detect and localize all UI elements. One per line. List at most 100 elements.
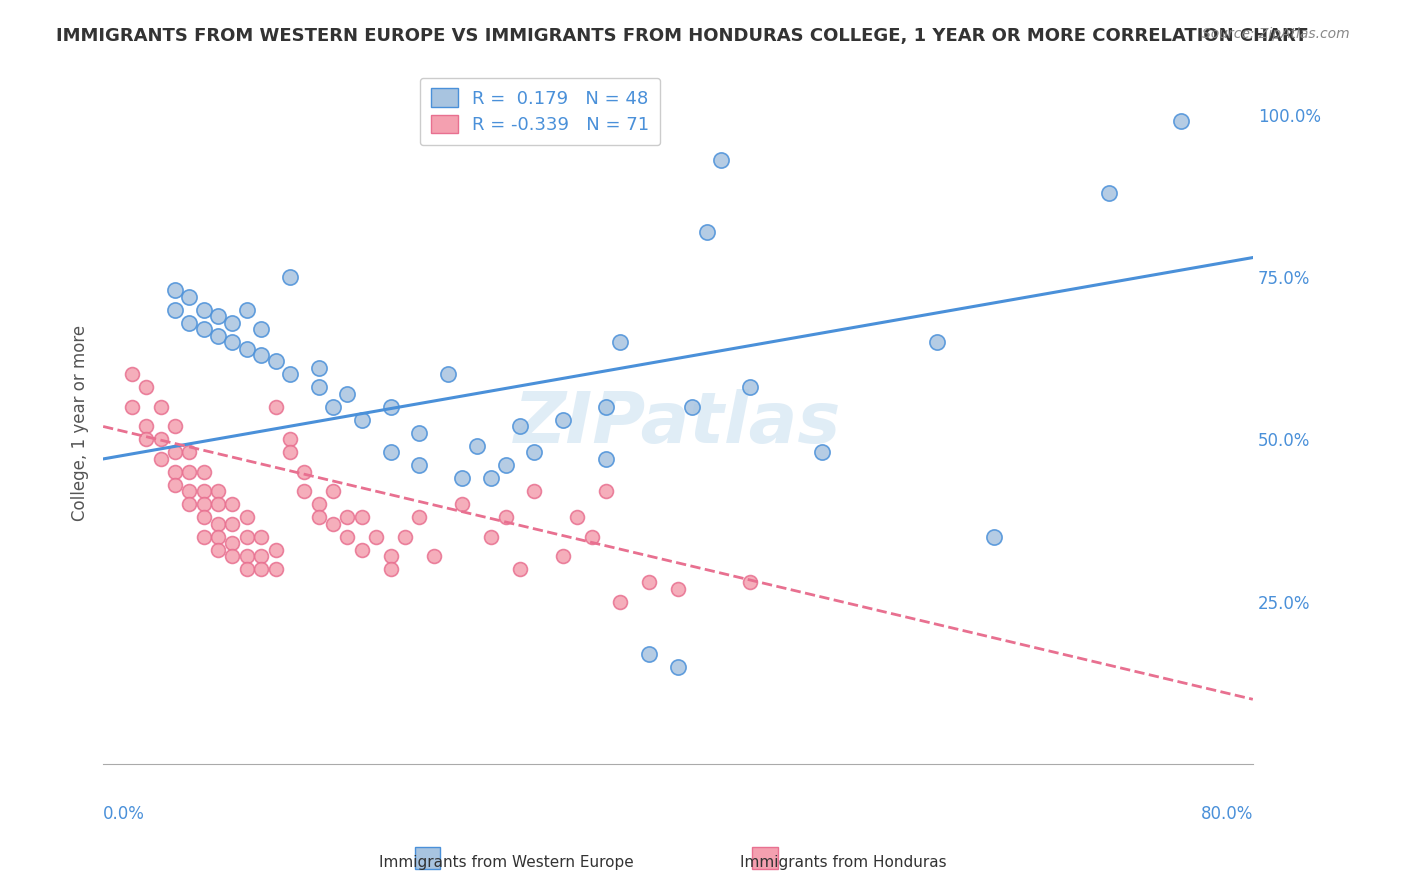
- Point: [380, 445, 402, 459]
- Point: [264, 400, 287, 414]
- Point: [236, 549, 259, 564]
- Point: [236, 562, 259, 576]
- Point: [278, 368, 301, 382]
- Text: Immigrants from Western Europe: Immigrants from Western Europe: [378, 855, 634, 870]
- Point: [380, 562, 402, 576]
- Point: [149, 400, 172, 414]
- Point: [278, 445, 301, 459]
- Point: [810, 445, 832, 459]
- Point: [408, 458, 430, 473]
- Point: [236, 510, 259, 524]
- Point: [163, 465, 186, 479]
- Point: [336, 387, 359, 401]
- Point: [193, 322, 215, 336]
- Point: [179, 484, 201, 499]
- Point: [551, 549, 574, 564]
- Text: Source: ZipAtlas.com: Source: ZipAtlas.com: [1202, 27, 1350, 41]
- Point: [681, 400, 703, 414]
- Point: [696, 225, 718, 239]
- Point: [193, 510, 215, 524]
- Point: [350, 510, 373, 524]
- Point: [278, 433, 301, 447]
- Text: IMMIGRANTS FROM WESTERN EUROPE VS IMMIGRANTS FROM HONDURAS COLLEGE, 1 YEAR OR MO: IMMIGRANTS FROM WESTERN EUROPE VS IMMIGR…: [56, 27, 1308, 45]
- Point: [149, 433, 172, 447]
- Point: [121, 400, 143, 414]
- Point: [250, 549, 273, 564]
- Point: [179, 465, 201, 479]
- Point: [163, 302, 186, 317]
- Point: [336, 510, 359, 524]
- Point: [264, 542, 287, 557]
- Point: [710, 153, 733, 167]
- Point: [738, 380, 761, 394]
- Point: [207, 530, 229, 544]
- Text: ZIPatlas: ZIPatlas: [515, 389, 842, 458]
- Point: [193, 484, 215, 499]
- Point: [322, 400, 344, 414]
- Point: [308, 497, 330, 511]
- Point: [179, 445, 201, 459]
- Point: [292, 465, 315, 479]
- Text: 0.0%: 0.0%: [103, 805, 145, 823]
- Point: [163, 478, 186, 492]
- Point: [250, 530, 273, 544]
- Point: [380, 400, 402, 414]
- Text: Immigrants from Honduras: Immigrants from Honduras: [741, 855, 946, 870]
- Point: [336, 530, 359, 544]
- Point: [638, 647, 661, 661]
- Point: [437, 368, 460, 382]
- Point: [236, 530, 259, 544]
- Point: [451, 497, 474, 511]
- Point: [135, 433, 157, 447]
- Point: [322, 516, 344, 531]
- Point: [221, 497, 243, 511]
- Point: [121, 368, 143, 382]
- Point: [567, 510, 589, 524]
- Point: [595, 400, 617, 414]
- Point: [638, 575, 661, 590]
- Point: [666, 660, 689, 674]
- Point: [666, 582, 689, 596]
- Point: [264, 354, 287, 368]
- Point: [179, 316, 201, 330]
- Point: [738, 575, 761, 590]
- Point: [236, 342, 259, 356]
- Point: [221, 334, 243, 349]
- Point: [193, 530, 215, 544]
- Point: [193, 465, 215, 479]
- Point: [408, 425, 430, 440]
- Point: [523, 445, 546, 459]
- Point: [207, 516, 229, 531]
- Point: [609, 595, 631, 609]
- Point: [179, 289, 201, 303]
- Point: [221, 516, 243, 531]
- Legend: R =  0.179   N = 48, R = -0.339   N = 71: R = 0.179 N = 48, R = -0.339 N = 71: [420, 78, 661, 145]
- Point: [207, 328, 229, 343]
- Point: [925, 334, 948, 349]
- Point: [595, 484, 617, 499]
- Point: [250, 562, 273, 576]
- Point: [135, 419, 157, 434]
- Point: [163, 445, 186, 459]
- Point: [135, 380, 157, 394]
- Point: [350, 413, 373, 427]
- Point: [250, 348, 273, 362]
- Point: [163, 419, 186, 434]
- Point: [581, 530, 603, 544]
- Y-axis label: College, 1 year or more: College, 1 year or more: [72, 326, 89, 521]
- Point: [221, 316, 243, 330]
- Point: [292, 484, 315, 499]
- Point: [1098, 186, 1121, 200]
- Point: [394, 530, 416, 544]
- Point: [250, 322, 273, 336]
- Point: [308, 510, 330, 524]
- Point: [422, 549, 444, 564]
- Point: [207, 497, 229, 511]
- Point: [983, 530, 1005, 544]
- Point: [451, 471, 474, 485]
- Point: [408, 510, 430, 524]
- Point: [1170, 114, 1192, 128]
- Point: [595, 452, 617, 467]
- Point: [308, 361, 330, 376]
- Point: [350, 542, 373, 557]
